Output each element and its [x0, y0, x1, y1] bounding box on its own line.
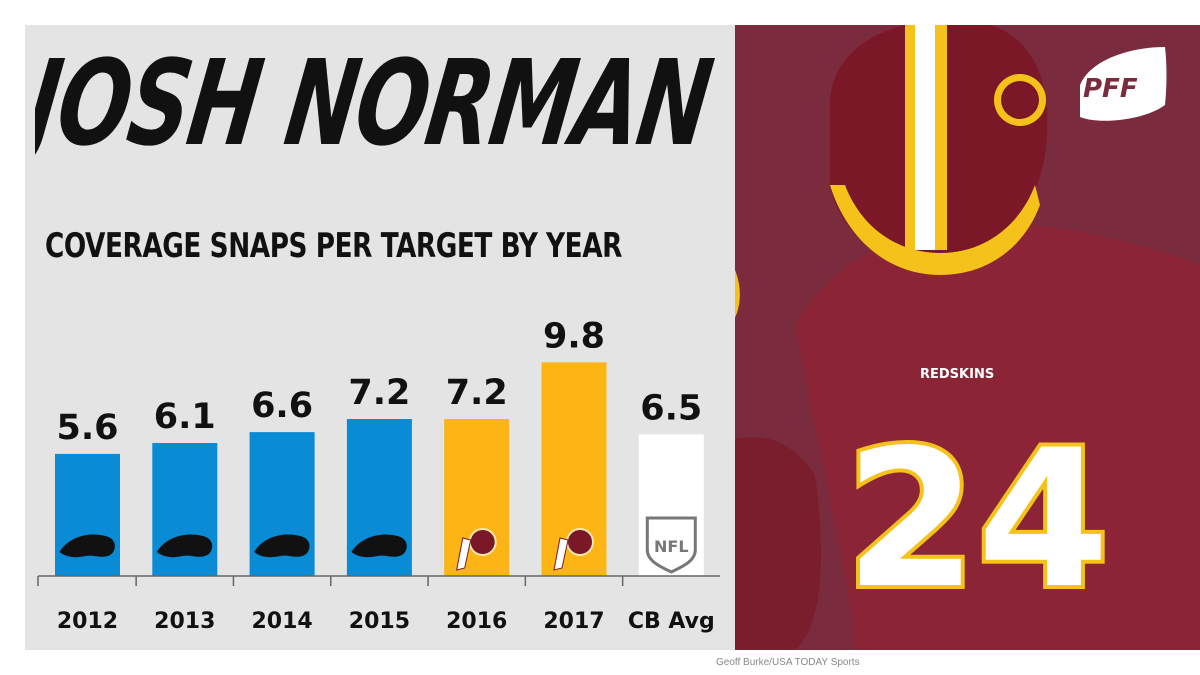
- bar-group: 9.8: [541, 316, 607, 576]
- panthers-logo-icon: [351, 534, 407, 558]
- jersey-team-text: REDSKINS: [920, 367, 994, 382]
- pff-logo-text: PFF: [1083, 74, 1138, 104]
- redskins-logo-icon: [468, 528, 497, 556]
- x-tick-label: 2015: [349, 609, 410, 634]
- x-ticks-group: [37, 576, 624, 586]
- panthers-logo-icon: [254, 534, 310, 558]
- jersey-number: 24: [845, 409, 1109, 630]
- x-labels-group: 2012 2013 2014 2015 2016 2017 CB Avg: [57, 609, 715, 634]
- bar: [55, 453, 120, 576]
- x-tick-label: 2016: [446, 609, 507, 634]
- bar-value-label: 7.2: [446, 373, 508, 413]
- pff-logo-shape: [1080, 47, 1167, 121]
- x-tick-label: 2017: [543, 609, 604, 634]
- bar-group: 7.2: [346, 373, 412, 576]
- helmet-facemask: [830, 185, 1040, 275]
- helmet-stripe-center: [915, 25, 935, 250]
- x-tick-label: 2013: [154, 609, 215, 634]
- nfl-shield-icon: [645, 516, 697, 574]
- nfl-logo-text: NFL: [654, 537, 689, 556]
- bar-value-label: 6.6: [251, 386, 313, 426]
- bar-group: 5.6: [55, 408, 120, 576]
- x-tick-label: CB Avg: [628, 609, 715, 634]
- bar-group: 6.6: [249, 386, 315, 576]
- panthers-logo-icon: [59, 534, 115, 558]
- x-tick-label: 2014: [251, 609, 312, 634]
- bar-value-label: 5.6: [56, 408, 118, 448]
- chart-title: COVERAGE SNAPS PER TARGET BY YEAR: [45, 226, 622, 266]
- player-name-title: JOSH NORMAN: [35, 35, 719, 172]
- bar-group: 6.5 NFL: [638, 388, 704, 576]
- player-name: JOSH NORMAN: [35, 35, 719, 172]
- bar-group: 6.1: [152, 397, 218, 576]
- player-photo: adidas REDSKINS 24 PFF: [735, 25, 1200, 650]
- bar-value-label: 7.2: [348, 373, 410, 413]
- redskins-logo-icon: [566, 528, 594, 556]
- player-arm: [735, 437, 821, 650]
- player-jersey: [795, 222, 1200, 650]
- player-glove: [735, 270, 740, 318]
- bar: [152, 443, 218, 576]
- bar-group: 7.2: [444, 373, 510, 576]
- photo-credit: Geoff Burke/USA TODAY Sports: [716, 657, 860, 668]
- helmet-logo-inner: [1001, 81, 1039, 119]
- bar-value-label: 9.8: [543, 316, 605, 356]
- bar-value-label: 6.5: [640, 388, 702, 428]
- panthers-logo-icon: [156, 534, 213, 558]
- bar-value-label: 6.1: [154, 397, 216, 437]
- bars-group: 5.6 6.1 6.6 7.2 7.2 9.8 6.5 NFL: [55, 316, 704, 576]
- redskins-feather-icon: [553, 537, 569, 571]
- redskins-feather-icon: [456, 537, 472, 571]
- x-tick-label: 2012: [57, 609, 118, 634]
